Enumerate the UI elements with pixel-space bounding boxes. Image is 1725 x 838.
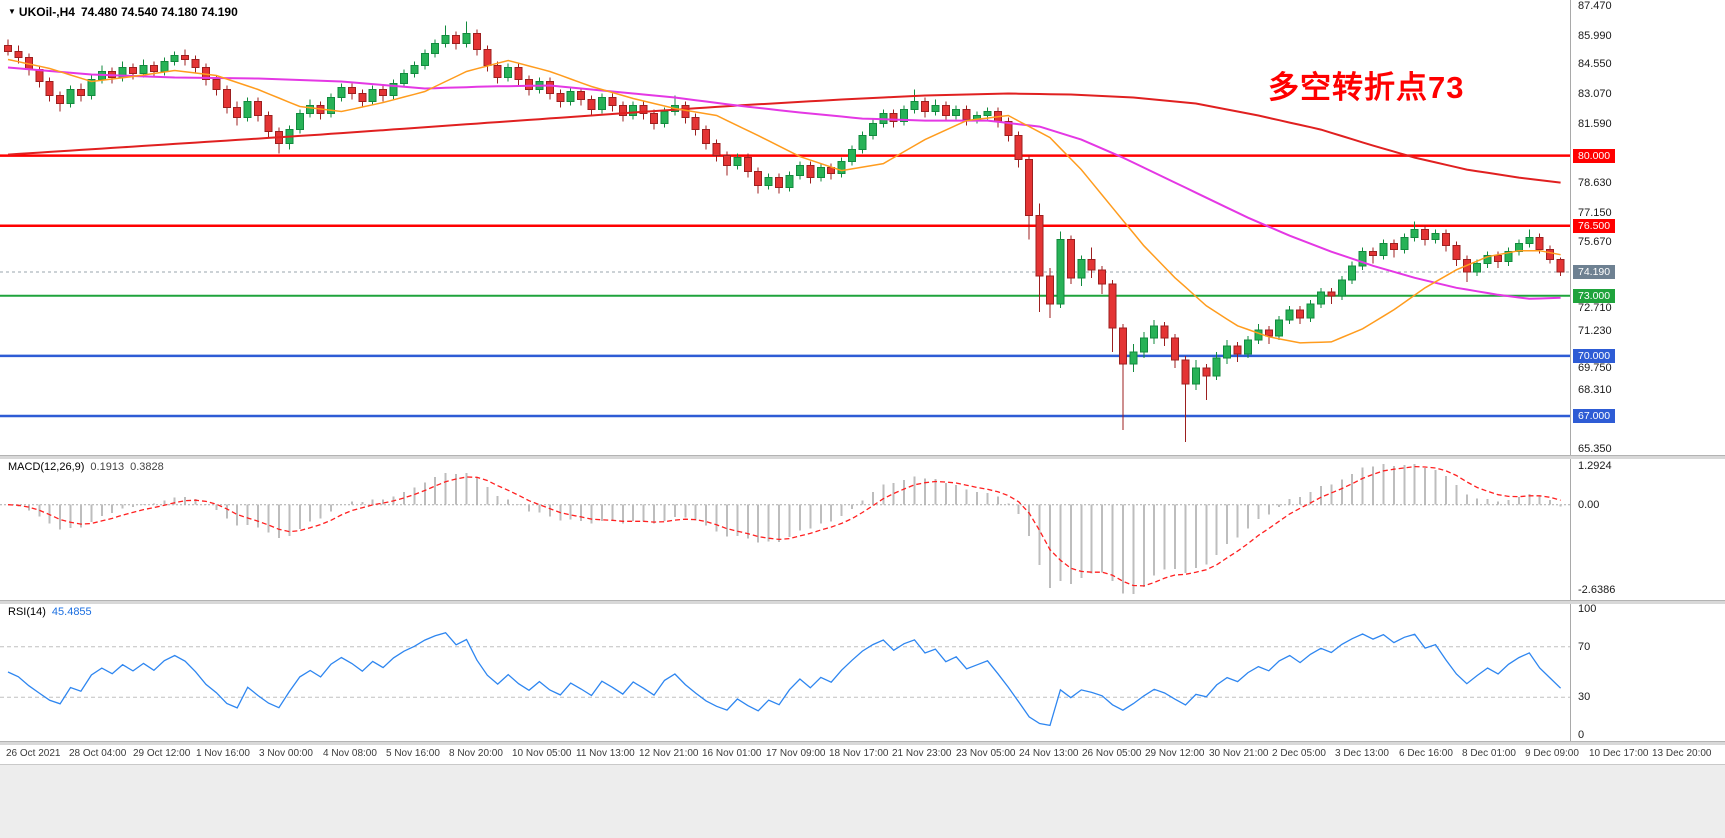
rsi-axis-100: 100 bbox=[1578, 603, 1597, 615]
price-tick-label: 71.230 bbox=[1578, 325, 1612, 338]
time-label: 16 Nov 01:00 bbox=[702, 748, 762, 759]
price-tick-label: 65.350 bbox=[1578, 443, 1612, 455]
price-tick-label: 87.470 bbox=[1578, 0, 1612, 12]
time-label: 23 Nov 05:00 bbox=[956, 748, 1016, 759]
slow-ma-line bbox=[7, 92, 1561, 184]
macd-axis-min: -2.6386 bbox=[1578, 584, 1616, 596]
panel-splitter[interactable] bbox=[0, 741, 1725, 745]
time-label: 17 Nov 09:00 bbox=[766, 748, 826, 759]
time-label: 11 Nov 13:00 bbox=[576, 748, 635, 759]
price-tick-label: 85.990 bbox=[1578, 29, 1612, 42]
time-label: 30 Nov 21:00 bbox=[1209, 748, 1269, 759]
time-label: 24 Nov 13:00 bbox=[1019, 748, 1079, 759]
macd-main-value: 0.1913 bbox=[90, 461, 125, 473]
panel-splitter[interactable] bbox=[0, 600, 1725, 604]
time-label: 3 Nov 00:00 bbox=[259, 748, 313, 759]
time-label: 29 Nov 12:00 bbox=[1145, 748, 1205, 759]
time-label: 8 Dec 01:00 bbox=[1462, 748, 1516, 759]
fast-ma-line bbox=[7, 58, 1561, 344]
rsi-axis-70: 70 bbox=[1578, 640, 1591, 653]
time-label: 1 Nov 16:00 bbox=[196, 748, 250, 759]
macd-axis-max: 1.2924 bbox=[1578, 460, 1612, 472]
price-tick-label: 84.550 bbox=[1578, 58, 1612, 71]
time-label: 29 Oct 12:00 bbox=[133, 748, 191, 759]
time-label: 9 Dec 09:00 bbox=[1525, 748, 1579, 759]
ohlc-values: 74.480 74.540 74.180 74.190 bbox=[80, 5, 238, 19]
rsi-indicator-label: RSI(14) 45.4855 bbox=[8, 606, 92, 618]
time-label: 13 Dec 20:00 bbox=[1652, 748, 1712, 759]
macd-indicator-label: MACD(12,26,9) 0.1913 0.3828 bbox=[8, 461, 164, 473]
time-label: 6 Dec 16:00 bbox=[1399, 748, 1453, 759]
time-label: 5 Nov 16:00 bbox=[386, 748, 440, 759]
price-tick-label: 78.630 bbox=[1578, 177, 1612, 190]
price-level-badge: 67.000 bbox=[1573, 408, 1616, 423]
current-price-badge: 74.190 bbox=[1573, 264, 1616, 279]
time-label: 18 Nov 17:00 bbox=[829, 748, 889, 759]
window-footer bbox=[0, 764, 1725, 838]
price-axis[interactable]: 80.000 76.500 73.000 70.000 67.000 74.190 87.4… bbox=[1570, 0, 1725, 744]
time-axis[interactable]: 26 Oct 2021 28 Oct 04:00 29 Oct 12:00 1 Nov… bbox=[0, 744, 1725, 764]
chart-annotation-text: 多空转折点73 bbox=[1268, 70, 1465, 105]
time-label: 2 Dec 05:00 bbox=[1272, 748, 1326, 759]
macd-signal-value: 0.3828 bbox=[130, 461, 164, 473]
price-tick-label: 81.590 bbox=[1578, 117, 1612, 130]
price-level-badge: 73.000 bbox=[1573, 288, 1616, 303]
macd-name: MACD(12,26,9) bbox=[8, 461, 85, 473]
time-label: 3 Dec 13:00 bbox=[1335, 748, 1389, 759]
time-label: 10 Nov 05:00 bbox=[512, 748, 572, 759]
panel-splitter[interactable] bbox=[0, 455, 1725, 459]
macd-axis-zero: 0.00 bbox=[1578, 498, 1600, 511]
rsi-line bbox=[7, 631, 1562, 727]
price-tick-label: 75.670 bbox=[1578, 236, 1612, 249]
time-label: 21 Nov 23:00 bbox=[892, 748, 952, 759]
time-label: 10 Dec 17:00 bbox=[1589, 748, 1649, 759]
time-label: 26 Nov 05:00 bbox=[1082, 748, 1142, 759]
time-label: 28 Oct 04:00 bbox=[69, 748, 127, 759]
time-label: 4 Nov 08:00 bbox=[323, 748, 377, 759]
mid-ma-line bbox=[7, 66, 1561, 300]
rsi-name: RSI(14) bbox=[8, 606, 46, 618]
price-level-badge: 80.000 bbox=[1573, 148, 1616, 163]
price-tick-label: 77.150 bbox=[1578, 206, 1612, 219]
price-chart-plot[interactable] bbox=[0, 0, 1570, 455]
rsi-axis-30: 30 bbox=[1578, 691, 1591, 704]
time-label: 12 Nov 21:00 bbox=[639, 748, 699, 759]
price-level-badge: 70.000 bbox=[1573, 348, 1616, 363]
macd-histogram bbox=[17, 464, 1562, 594]
symbol-ohlc-label: ▼ UKOil-,H4 74.480 74.540 74.180 74.190 bbox=[8, 5, 238, 19]
symbol-timeframe: UKOil-,H4 bbox=[18, 5, 75, 19]
price-tick-label: 83.070 bbox=[1578, 88, 1612, 101]
time-label: 26 Oct 2021 bbox=[6, 748, 61, 759]
price-tick-label: 72.710 bbox=[1578, 301, 1612, 314]
price-tick-label: 69.750 bbox=[1578, 361, 1612, 374]
macd-plot[interactable] bbox=[0, 458, 1570, 600]
time-label: 8 Nov 20:00 bbox=[449, 748, 503, 759]
price-tick-label: 68.310 bbox=[1578, 383, 1612, 396]
rsi-axis-0: 0 bbox=[1578, 729, 1585, 741]
rsi-value: 45.4855 bbox=[51, 606, 92, 618]
rsi-plot[interactable] bbox=[0, 603, 1570, 741]
symbol-marker-icon: ▼ bbox=[8, 7, 16, 16]
macd-signal-line bbox=[7, 465, 1561, 587]
price-level-badge: 76.500 bbox=[1573, 218, 1616, 233]
